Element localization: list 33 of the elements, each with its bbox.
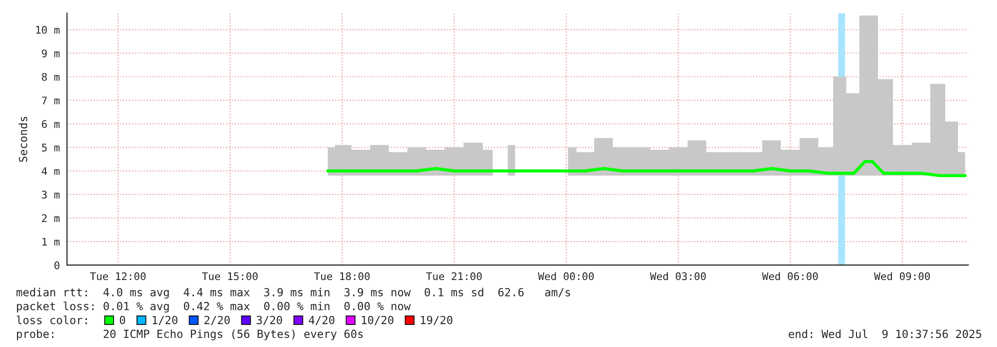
legend-label: 10/20 bbox=[362, 316, 394, 326]
y-tick-label: 7 m bbox=[42, 96, 60, 104]
legend-label: 3/20 bbox=[256, 316, 282, 326]
line-series bbox=[326, 160, 967, 178]
x-tick-label: Tue 21:00 bbox=[426, 272, 482, 280]
x-tick-label: Tue 18:00 bbox=[314, 272, 370, 280]
y-tick-label: 2 m bbox=[42, 214, 60, 222]
legend-label: 0 bbox=[120, 316, 126, 324]
y-tick-label: 4 m bbox=[42, 167, 60, 175]
y-tick-label: 10 m bbox=[36, 26, 60, 34]
y-tick-label: 1 m bbox=[42, 238, 60, 246]
text: median rtt: 4.0 ms avg 4.4 ms max 3.9 ms min 3.9 ms now 0.1 ms sd 62.6 am/s bbox=[16, 288, 570, 299]
x-tick-label: Tue 12:00 bbox=[90, 272, 146, 280]
x-tick-label: Wed 06:00 bbox=[762, 272, 818, 280]
y-tick-label: 5 m bbox=[42, 144, 60, 152]
legend-label: 19/20 bbox=[420, 316, 452, 326]
y-tick-label: 0 bbox=[54, 261, 60, 270]
legend-label: 2/20 bbox=[204, 316, 230, 326]
y-tick-label: 8 m bbox=[42, 73, 60, 81]
legend-label: 1/20 bbox=[152, 316, 178, 326]
x-tick-label: Wed 03:00 bbox=[650, 272, 706, 280]
y-tick-label: 9 m bbox=[42, 49, 60, 58]
text: probe: 20 ICMP Echo Pings (56 Bytes) every 60s bbox=[16, 329, 363, 340]
text: packet loss: 0.01 % avg 0.42 % max 0.00 % min 0.00 % now bbox=[16, 302, 411, 313]
y-axis-title: Seconds bbox=[18, 116, 28, 162]
legend-label: 4/20 bbox=[308, 316, 334, 326]
y-tick-label: 6 m bbox=[42, 120, 60, 128]
legend-title: loss color: bbox=[16, 316, 87, 324]
y-tick-label: 3 m bbox=[42, 190, 60, 199]
text: end: Wed Jul 9 10:37:56 2025 bbox=[788, 329, 982, 338]
x-tick-label: Wed 09:00 bbox=[874, 272, 930, 280]
x-tick-label: Wed 00:00 bbox=[538, 272, 594, 280]
x-tick-label: Tue 15:00 bbox=[202, 272, 258, 280]
